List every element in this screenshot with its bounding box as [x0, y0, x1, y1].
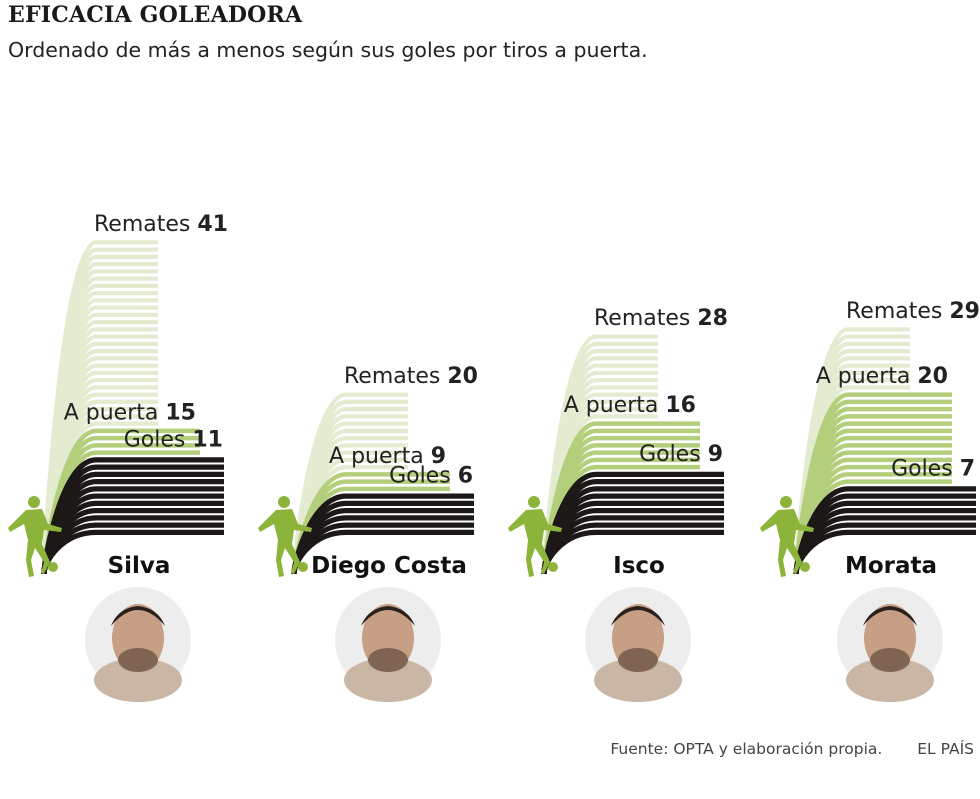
a-puerta-label: A puerta 16 [564, 393, 696, 418]
goles-label: Goles 9 [639, 442, 723, 467]
player-avatar [837, 587, 943, 702]
remates-label: Remates 28 [594, 306, 728, 331]
player-avatar [85, 587, 191, 702]
player-name: Morata [845, 553, 937, 579]
footballer-icon [8, 496, 62, 577]
source-note: Fuente: OPTA y elaboración propia. [610, 740, 883, 758]
remates-label: Remates 29 [846, 299, 980, 324]
footballer-icon [258, 496, 312, 577]
player-group-morata: Remates 29 A puerta 20 Goles 7 Morata [760, 299, 980, 702]
player-name: Silva [108, 553, 171, 579]
goles-label: Goles 7 [891, 456, 975, 481]
player-group-isco: Remates 28 A puerta 16 Goles 9 Isco [508, 306, 728, 702]
footballer-icon [760, 496, 814, 577]
a-puerta-label: A puerta 9 [329, 444, 446, 469]
footer: Fuente: OPTA y elaboración propia. EL PA… [610, 740, 974, 758]
player-name: Isco [613, 553, 665, 579]
brand-label: EL PAÍS [917, 740, 974, 758]
goles-label: Goles 11 [124, 427, 223, 452]
a-puerta-label: A puerta 15 [64, 400, 196, 425]
footballer-icon [508, 496, 562, 577]
player-name: Diego Costa [311, 553, 467, 579]
a-puerta-label: A puerta 20 [816, 364, 948, 389]
remates-label: Remates 20 [344, 364, 478, 389]
player-avatar [335, 587, 441, 702]
goles-label: Goles 6 [389, 464, 473, 489]
chart-subtitle: Ordenado de más a menos según sus goles … [8, 38, 648, 62]
chart-title: EFICACIA GOLEADORA [8, 2, 303, 28]
remates-label: Remates 41 [94, 212, 228, 237]
player-avatar [585, 587, 691, 702]
